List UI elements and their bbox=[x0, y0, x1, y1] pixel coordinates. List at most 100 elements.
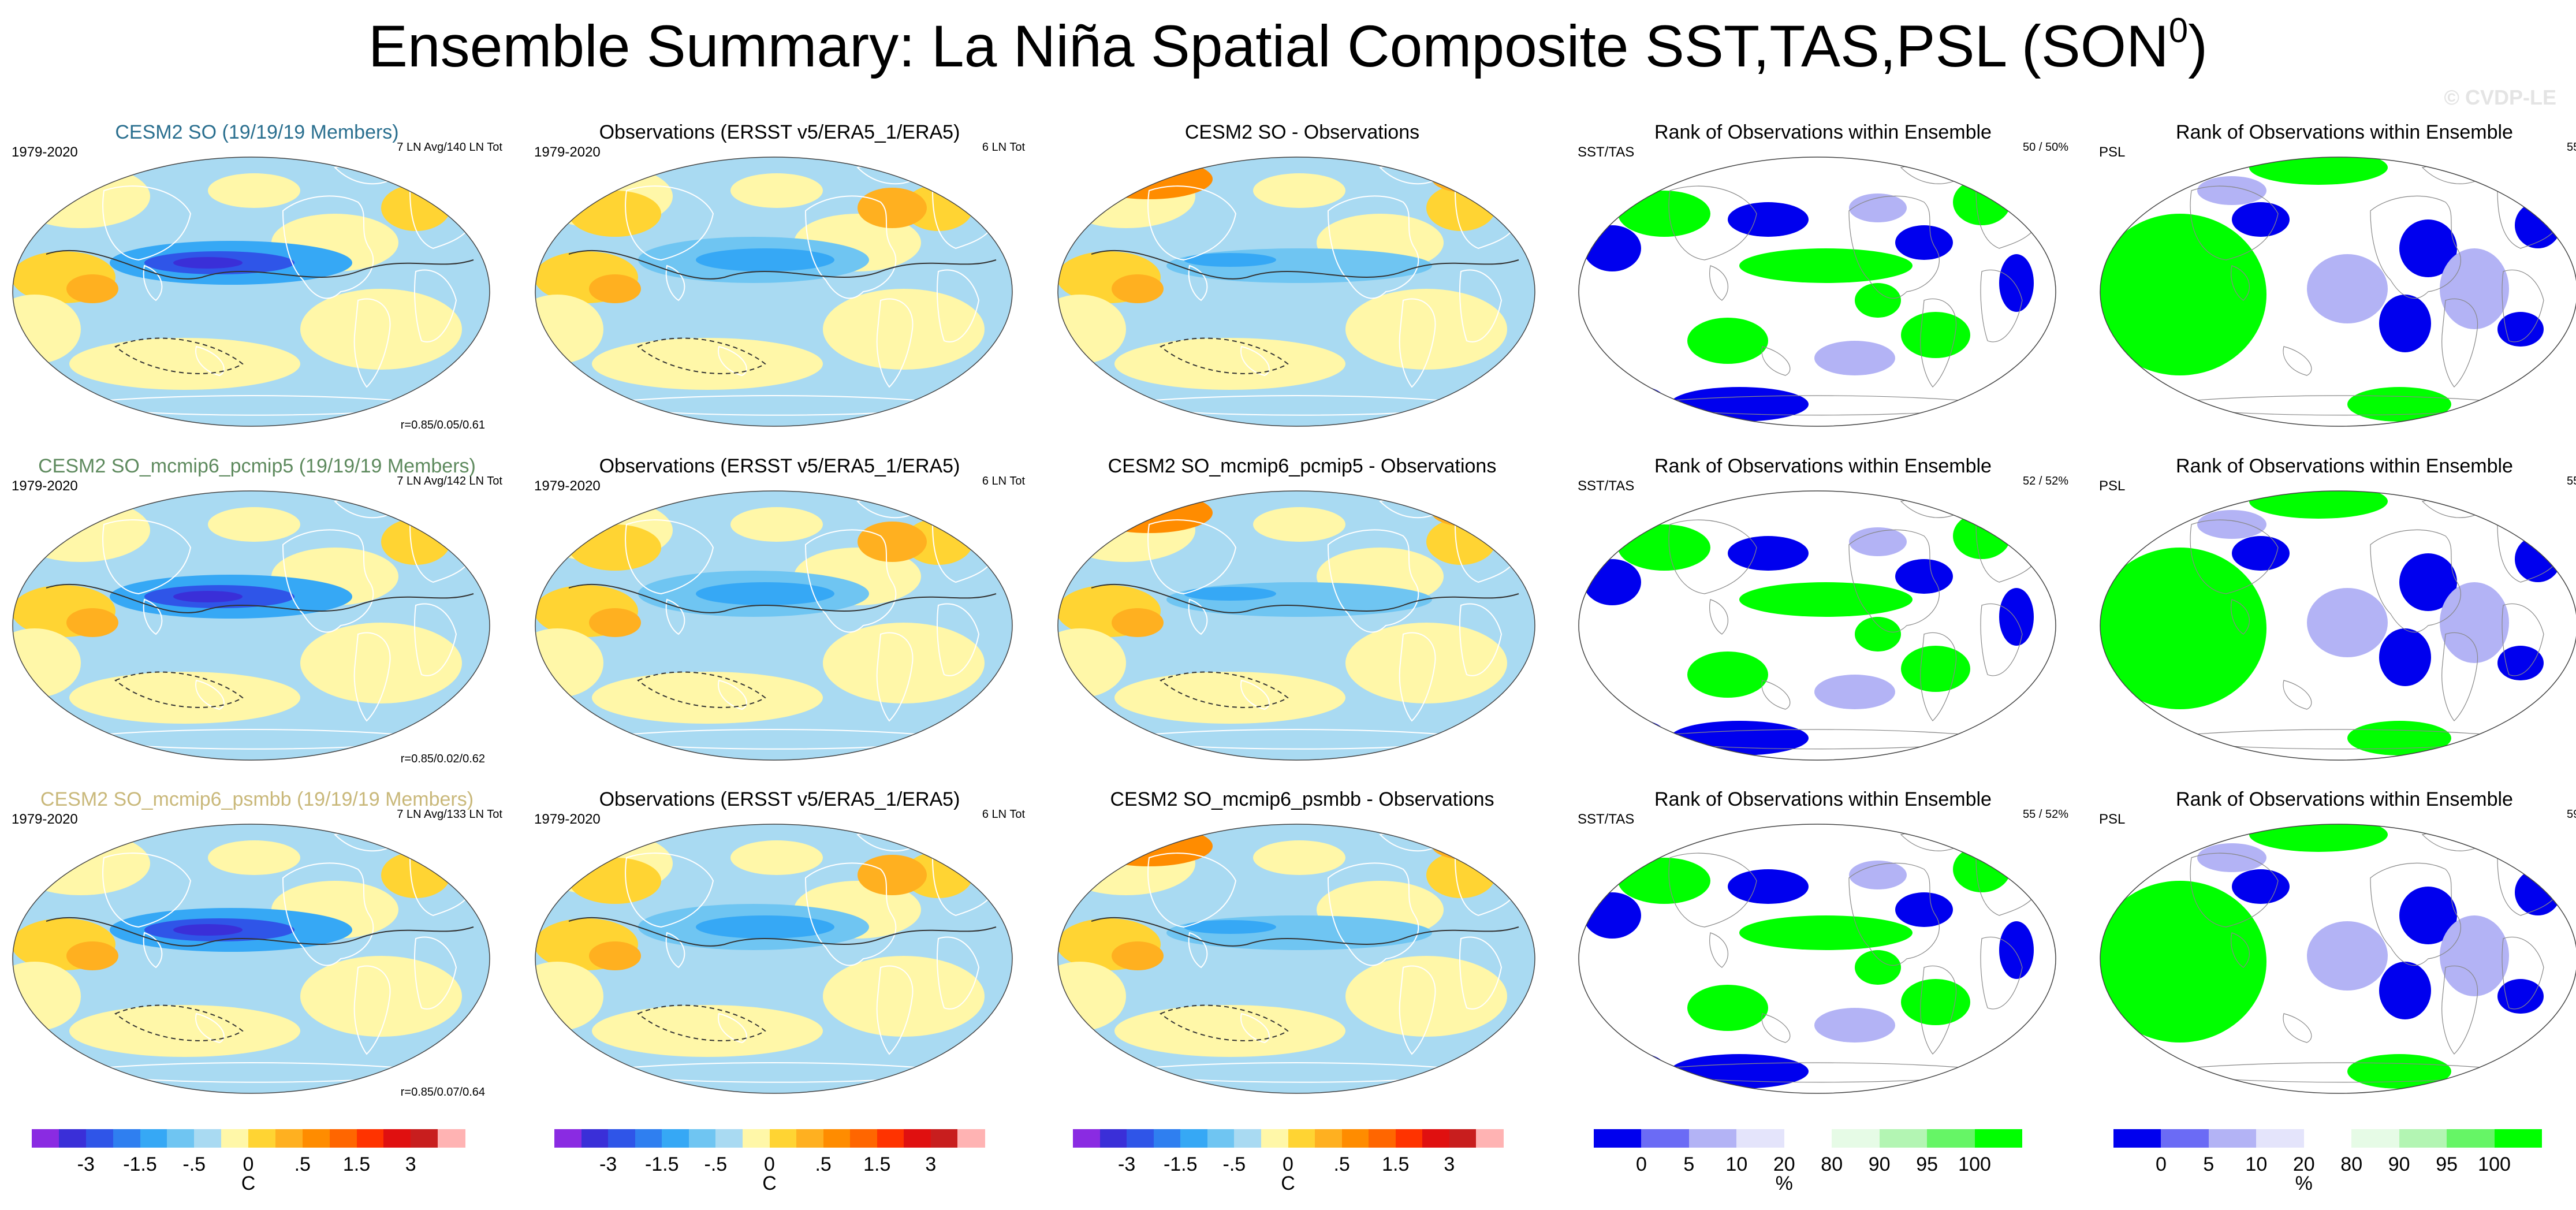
panel-period: 1979-2020 bbox=[534, 478, 601, 494]
world-map bbox=[2099, 490, 2576, 764]
colorbar-tick-label: 100 bbox=[1958, 1153, 1991, 1175]
colorbar-swatch bbox=[796, 1129, 824, 1148]
colorbar-swatch bbox=[877, 1129, 904, 1148]
colorbar-swatch bbox=[248, 1129, 276, 1148]
colorbar-swatch bbox=[1594, 1129, 1642, 1148]
figure-title-superscript: 0 bbox=[2168, 11, 2189, 50]
panel-rank-psl-row1: Rank of Observations within Ensemble PSL 5… bbox=[2087, 121, 2576, 445]
colorbar-tick-label: 3 bbox=[925, 1153, 937, 1175]
colorbar-swatch bbox=[1974, 1129, 2023, 1148]
colorbar-swatch bbox=[1641, 1129, 1690, 1148]
colorbar-swatch bbox=[58, 1129, 87, 1148]
figure-title-close: ) bbox=[2188, 13, 2208, 79]
colorbar-tick-label: 3 bbox=[405, 1153, 416, 1175]
colorbar-swatch bbox=[1879, 1129, 1928, 1148]
panel-obs-row1: Observations (ERSST v5/ERA5_1/ERA5) 1979-… bbox=[523, 121, 1037, 445]
colorbar-rank-1: 0 5 10 20 80 90 95 100% bbox=[1594, 1129, 2023, 1207]
panel-event-count: 6 LN Tot bbox=[982, 475, 1025, 487]
colorbar-tick-label: 0 bbox=[243, 1153, 254, 1175]
colorbar-swatch bbox=[2303, 1129, 2352, 1148]
colorbar-swatch bbox=[554, 1129, 582, 1148]
pattern-correlation: r=0.85/0.05/0.61 bbox=[400, 419, 485, 431]
panel-rank-sst-row2: Rank of Observations within Ensemble SST/… bbox=[1566, 455, 2080, 779]
colorbar-unit: % bbox=[1775, 1172, 1793, 1194]
colorbar-swatch bbox=[32, 1129, 59, 1148]
colorbar-tick-label: -.5 bbox=[1222, 1153, 1246, 1175]
panel-obs-row3: Observations (ERSST v5/ERA5_1/ERA5) 1979-… bbox=[523, 788, 1037, 1112]
panel-title: Rank of Observations within Ensemble bbox=[2176, 788, 2513, 810]
colorbar-swatch bbox=[2399, 1129, 2447, 1148]
colorbar-swatch bbox=[2351, 1129, 2400, 1148]
colorbar-swatch bbox=[1073, 1129, 1101, 1148]
colorbar-ticks: 0 5 10 20 80 90 95 100 bbox=[1594, 1153, 2022, 1177]
colorbar-tick-label: 95 bbox=[1916, 1153, 1938, 1175]
panel-rank-psl-row2: Rank of Observations within Ensemble PSL 5… bbox=[2087, 455, 2576, 779]
panel-rank-psl-row3: Rank of Observations within Ensemble PSL 5… bbox=[2087, 788, 2576, 1112]
colorbar-swatch bbox=[930, 1129, 958, 1148]
colorbar-tick-label: .5 bbox=[1333, 1153, 1350, 1175]
panel-diff-row1: CESM2 SO - Observations bbox=[1045, 121, 1559, 445]
world-map bbox=[534, 823, 1013, 1097]
panel-event-count: 7 LN Avg/140 LN Tot bbox=[397, 141, 502, 154]
colorbar-tick-label: -.5 bbox=[704, 1153, 728, 1175]
colorbar-swatch bbox=[1207, 1129, 1235, 1148]
colorbar-swatch bbox=[411, 1129, 438, 1148]
colorbar-swatch bbox=[1234, 1129, 1262, 1148]
colorbar-swatch bbox=[1341, 1129, 1369, 1148]
colorbar-swatch bbox=[715, 1129, 743, 1148]
panel-period: 1979-2020 bbox=[534, 811, 601, 827]
colorbar-tick-label: 5 bbox=[2203, 1153, 2215, 1175]
world-map bbox=[1057, 490, 1536, 764]
world-map bbox=[1578, 490, 2057, 764]
panel-variable-label: PSL bbox=[2099, 144, 2126, 160]
colorbar-temperature-3: -3 -1.5 -.5 0 .5 1.5 3 C bbox=[1073, 1129, 1504, 1207]
panel-rank-percent: 55% bbox=[2566, 141, 2576, 154]
colorbar-rank-2: 0 5 10 20 80 90 95 100% bbox=[2113, 1129, 2543, 1207]
colorbar-swatch bbox=[140, 1129, 167, 1148]
colorbar-ticks: -3 -1.5 -.5 0 .5 1.5 3 bbox=[32, 1153, 465, 1177]
panel-model-row3: CESM2 SO_mcmip6_psmbb (19/19/19 Members)… bbox=[0, 788, 514, 1112]
colorbar-swatch bbox=[1153, 1129, 1181, 1148]
world-map bbox=[2099, 823, 2576, 1097]
colorbar-swatch bbox=[85, 1129, 114, 1148]
colorbar-tick-label: 100 bbox=[2478, 1153, 2511, 1175]
colorbar-tick-label: -3 bbox=[599, 1153, 617, 1175]
world-map bbox=[12, 490, 491, 764]
colorbar-unit: C bbox=[241, 1172, 256, 1194]
panel-model-row1: CESM2 SO (19/19/19 Members) 1979-2020 7 LN… bbox=[0, 121, 514, 445]
colorbar-swatch bbox=[1927, 1129, 1975, 1148]
panel-title: Observations (ERSST v5/ERA5_1/ERA5) bbox=[599, 455, 960, 477]
colorbar-swatch bbox=[1476, 1129, 1504, 1148]
colorbar-swatch bbox=[742, 1129, 770, 1148]
panel-title: CESM2 SO_mcmip6_pcmip5 - Observations bbox=[1108, 455, 1497, 477]
panel-variable-label: SST/TAS bbox=[1578, 811, 1635, 827]
colorbar-tick-label: 3 bbox=[1444, 1153, 1455, 1175]
panel-model-row2: CESM2 SO_mcmip6_pcmip5 (19/19/19 Members… bbox=[0, 455, 514, 779]
colorbar-tick-label: 80 bbox=[1821, 1153, 1843, 1175]
world-map bbox=[1057, 823, 1536, 1097]
panel-title: Observations (ERSST v5/ERA5_1/ERA5) bbox=[599, 788, 960, 810]
colorbar-swatch bbox=[194, 1129, 222, 1148]
colorbar-swatch bbox=[608, 1129, 636, 1148]
colorbar-swatch bbox=[1180, 1129, 1208, 1148]
colorbar-tick-label: 90 bbox=[1868, 1153, 1891, 1175]
colorbar-swatch bbox=[356, 1129, 384, 1148]
colorbar-tick-label: 95 bbox=[2436, 1153, 2458, 1175]
colorbar-swatch bbox=[1288, 1129, 1315, 1148]
panel-event-count: 6 LN Tot bbox=[982, 141, 1025, 154]
colorbar-tick-label: 0 bbox=[1635, 1153, 1647, 1175]
panel-title: Rank of Observations within Ensemble bbox=[1654, 788, 1992, 810]
colorbar-swatch bbox=[1832, 1129, 1880, 1148]
colorbar-tick-label: 90 bbox=[2388, 1153, 2410, 1175]
panel-rank-percent: 55% bbox=[2566, 475, 2576, 487]
colorbar-tick-label: 1.5 bbox=[863, 1153, 891, 1175]
panel-event-count: 6 LN Tot bbox=[982, 808, 1025, 821]
panel-title: CESM2 SO_mcmip6_pcmip5 (19/19/19 Members… bbox=[38, 455, 476, 477]
colorbar-swatch bbox=[1127, 1129, 1154, 1148]
world-map bbox=[534, 156, 1013, 430]
panel-period: 1979-2020 bbox=[12, 811, 78, 827]
world-map bbox=[1578, 823, 2057, 1097]
colorbar-tick-label: 20 bbox=[2292, 1153, 2315, 1175]
world-map bbox=[2099, 156, 2576, 430]
colorbar-swatch bbox=[823, 1129, 851, 1148]
